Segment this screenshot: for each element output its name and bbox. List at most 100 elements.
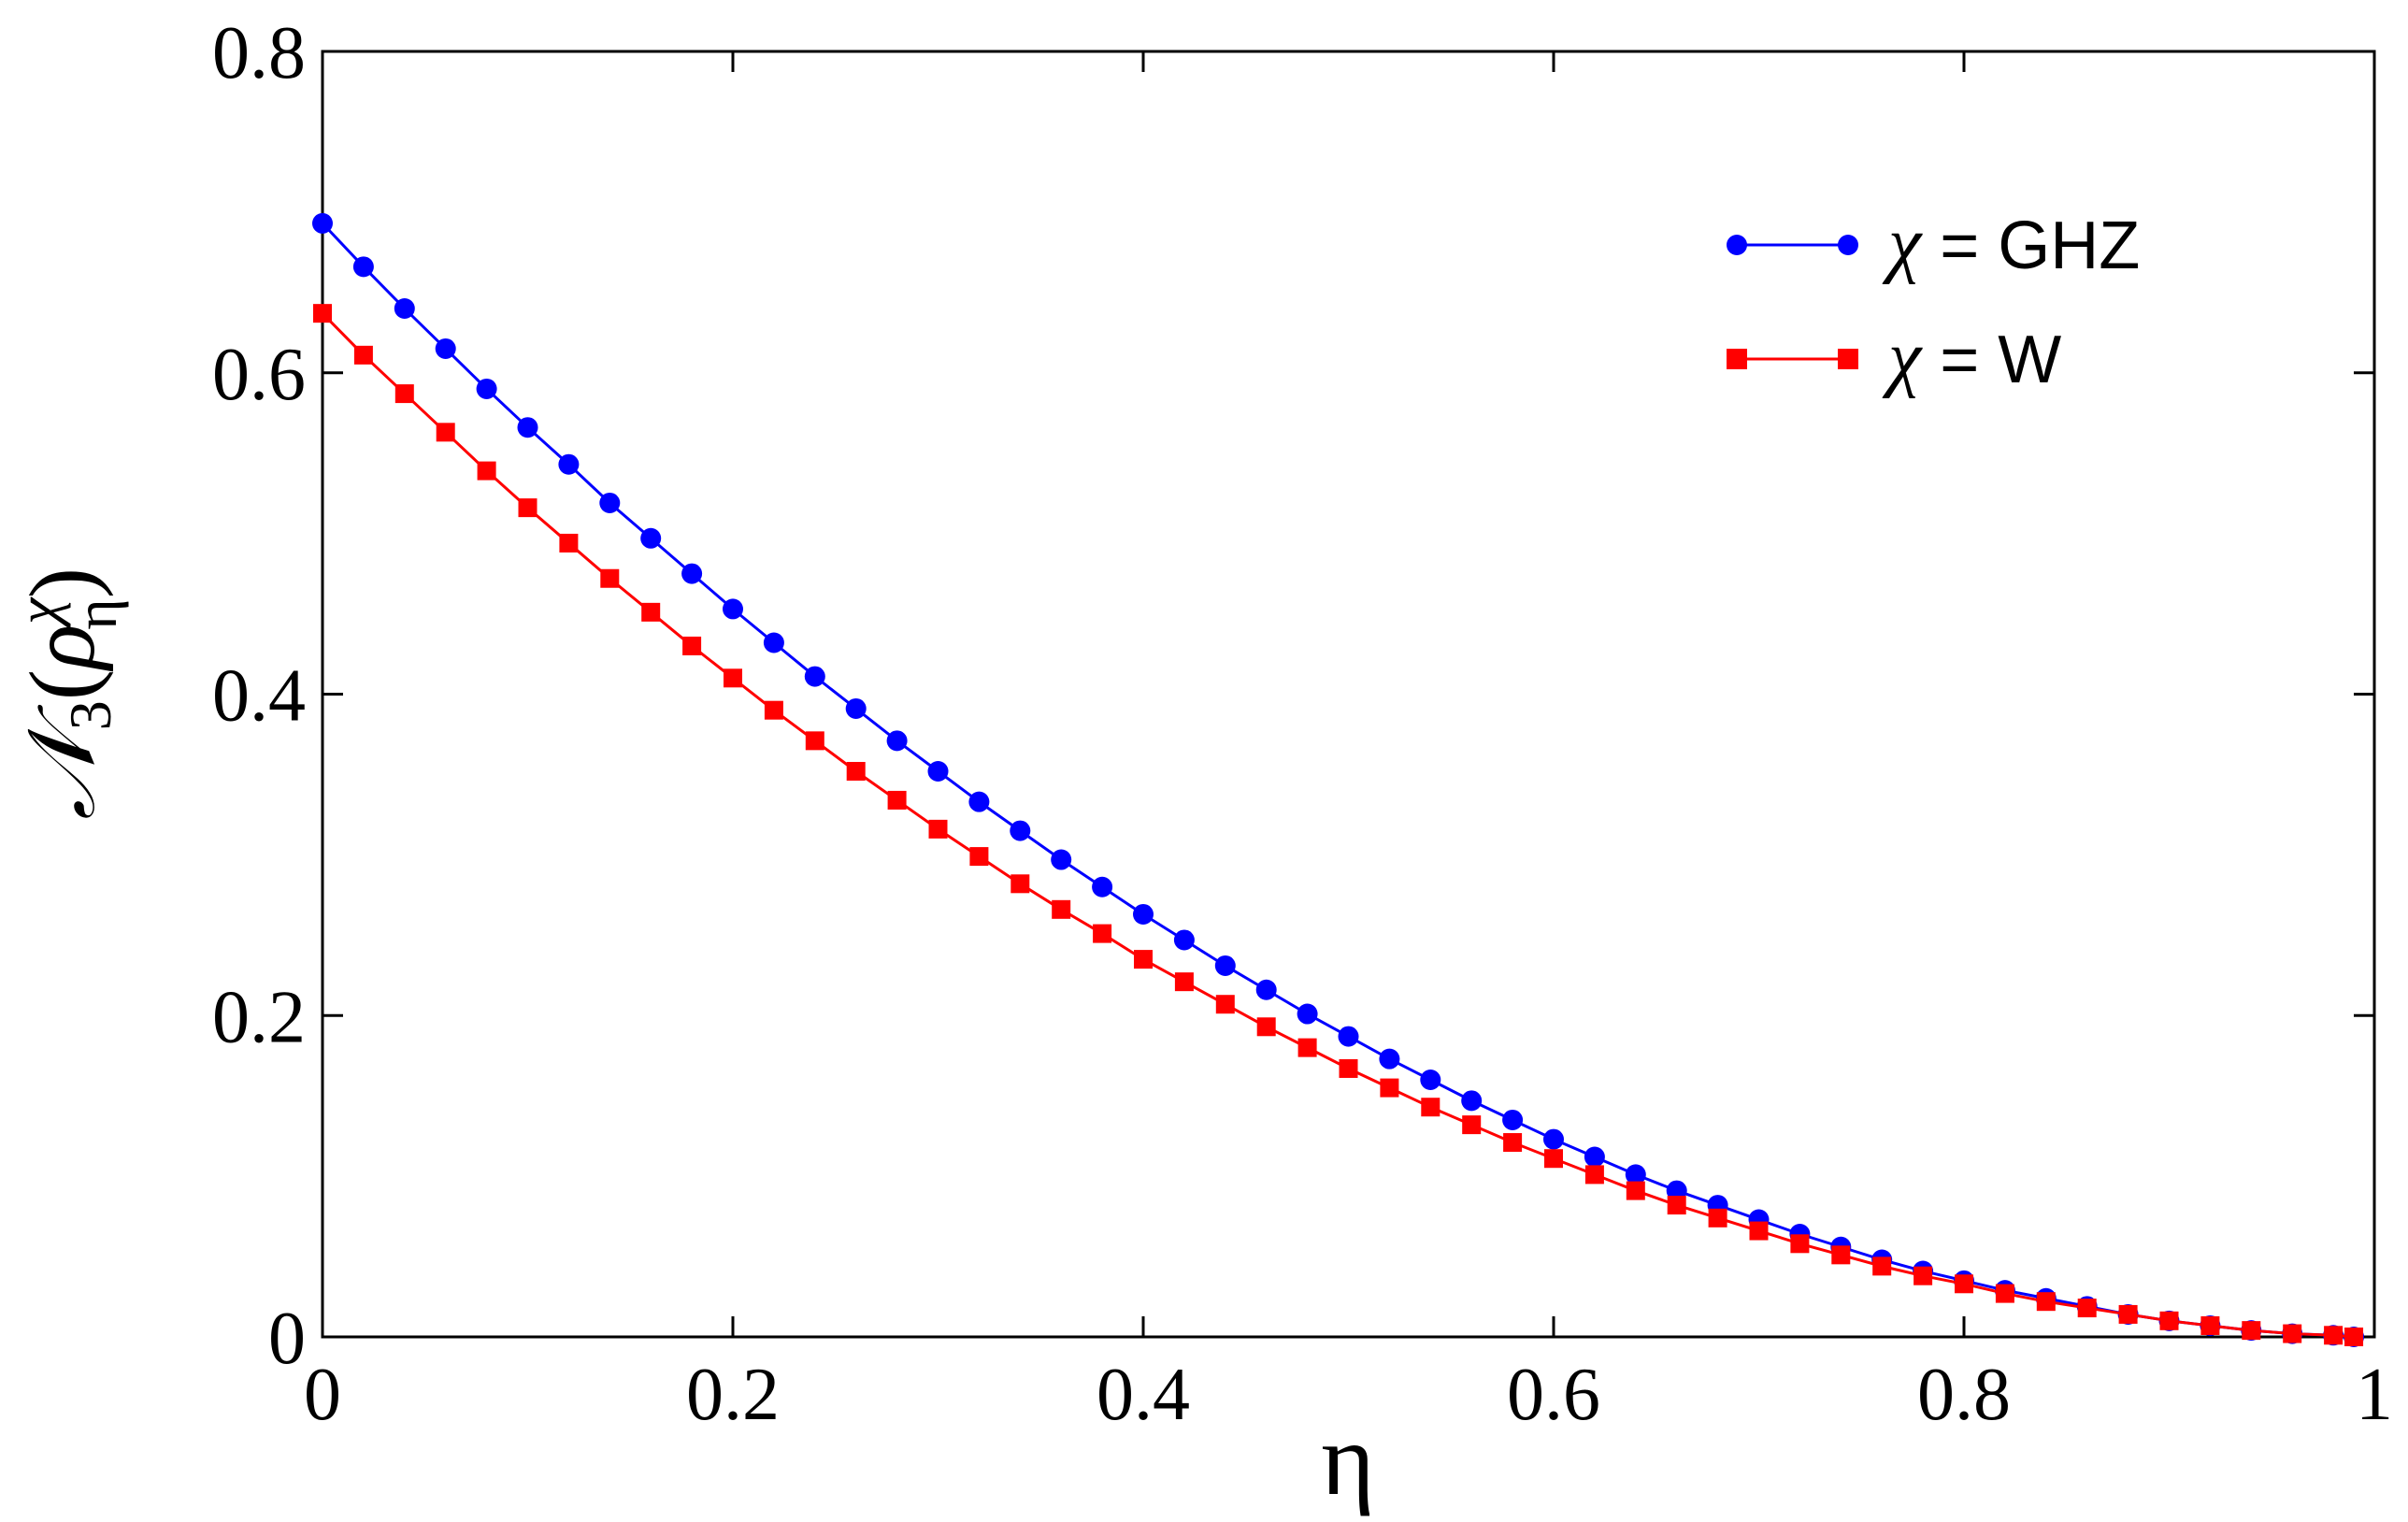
series-1 [313, 304, 2364, 1346]
x-tick-label: 1 [2356, 1354, 2393, 1436]
y-tick-label: 0.2 [212, 976, 306, 1058]
data-point [1914, 1266, 1933, 1285]
data-point [1790, 1234, 1810, 1254]
data-point [436, 423, 455, 442]
legend-label-ghz: χ = GHZ [1882, 203, 2140, 285]
data-point [1544, 1149, 1563, 1169]
data-point [600, 568, 620, 588]
data-point [1380, 1078, 1399, 1098]
data-point [435, 337, 456, 359]
data-point [1010, 820, 1031, 841]
y-title-close: ) [10, 567, 114, 598]
x-tick-label: 0 [304, 1354, 341, 1436]
data-point [1503, 1133, 1523, 1153]
data-point [640, 527, 662, 549]
data-point [2283, 1324, 2302, 1343]
x-tick-label: 0.8 [1917, 1354, 2011, 1436]
x-tick-label: 0.4 [1096, 1354, 1190, 1436]
data-point [2242, 1321, 2261, 1341]
data-point [353, 345, 373, 365]
data-point [1708, 1208, 1727, 1228]
legend-marker-ghz-end [1838, 235, 1858, 255]
data-point [352, 256, 374, 278]
data-point [1134, 950, 1153, 969]
data-point [517, 417, 538, 438]
data-point [1092, 876, 1113, 897]
y-title-sup: χ [5, 596, 71, 630]
y-title-sub: 3 [57, 700, 123, 730]
data-point [846, 762, 866, 781]
data-point [2036, 1292, 2056, 1312]
data-point [1584, 1165, 1604, 1185]
x-tick-label: 0.6 [1507, 1354, 1600, 1436]
legend-item-w: χ = W [1727, 317, 2061, 399]
data-point [723, 598, 743, 620]
data-point [927, 761, 949, 782]
data-point [724, 668, 742, 688]
y-tick-label: 0.4 [212, 655, 306, 738]
data-point [477, 461, 496, 481]
svg-text:𝒩3(ρχη): 𝒩3(ρχη) [5, 567, 129, 820]
data-point [968, 791, 990, 812]
data-point [599, 492, 621, 513]
y-title-rho-sub: η [63, 598, 129, 629]
data-point [518, 498, 538, 518]
legend-label-w: χ = W [1882, 317, 2061, 399]
data-point [1051, 849, 1072, 870]
data-point [1052, 899, 1071, 919]
data-point [682, 636, 702, 655]
legend-marker-w-end [1838, 349, 1858, 369]
data-point [1093, 924, 1112, 943]
data-point [1255, 979, 1277, 1000]
series-line [321, 312, 2355, 1339]
data-point [886, 730, 908, 752]
data-point [2118, 1304, 2138, 1324]
data-point [394, 298, 415, 319]
data-point [1749, 1221, 1769, 1241]
data-point [1502, 1109, 1524, 1130]
data-point [1215, 995, 1235, 1014]
data-point [1133, 903, 1154, 925]
legend: χ = GHZ χ = W [1727, 203, 2140, 399]
y-title-open: ( [10, 669, 114, 700]
tick-labels: 0 0.2 0.4 0.6 0.8 1 0 0.2 0.4 0.6 0.8 [212, 12, 2393, 1436]
data-point [1584, 1146, 1605, 1168]
data-point [805, 731, 824, 751]
data-point [1955, 1274, 1973, 1294]
data-point [1831, 1245, 1851, 1265]
data-point [558, 453, 580, 475]
data-point [1174, 972, 1194, 992]
axis-ticks [321, 50, 2376, 1339]
data-point [1420, 1070, 1441, 1090]
data-point [2344, 1328, 2364, 1346]
data-point [681, 563, 703, 584]
data-point [1625, 1164, 1646, 1185]
y-title-rho: ρ [10, 625, 114, 672]
data-point [1379, 1048, 1400, 1070]
data-point [764, 700, 783, 720]
legend-marker-w [1727, 349, 1747, 369]
data-point [1626, 1181, 1645, 1200]
data-point [1421, 1098, 1440, 1117]
data-point [887, 790, 907, 810]
data-point [394, 384, 414, 404]
data-point [1995, 1284, 2014, 1303]
data-point [1461, 1090, 1483, 1112]
y-tick-label: 0 [268, 1298, 306, 1380]
data-point [1297, 1003, 1318, 1025]
data-point [1214, 955, 1236, 976]
data-point [313, 304, 332, 323]
x-tick-label: 0.2 [686, 1354, 780, 1436]
data-point [804, 666, 825, 687]
data-point [1872, 1256, 1892, 1276]
data-point [845, 697, 867, 719]
data-point [641, 602, 661, 622]
data-point [1543, 1128, 1564, 1150]
data-point [928, 819, 948, 839]
data-point [1010, 874, 1030, 894]
data-point [2324, 1326, 2344, 1345]
y-axis-title: 𝒩3(ρχη) [5, 567, 129, 820]
data-point [2200, 1315, 2220, 1335]
data-point [312, 212, 333, 234]
